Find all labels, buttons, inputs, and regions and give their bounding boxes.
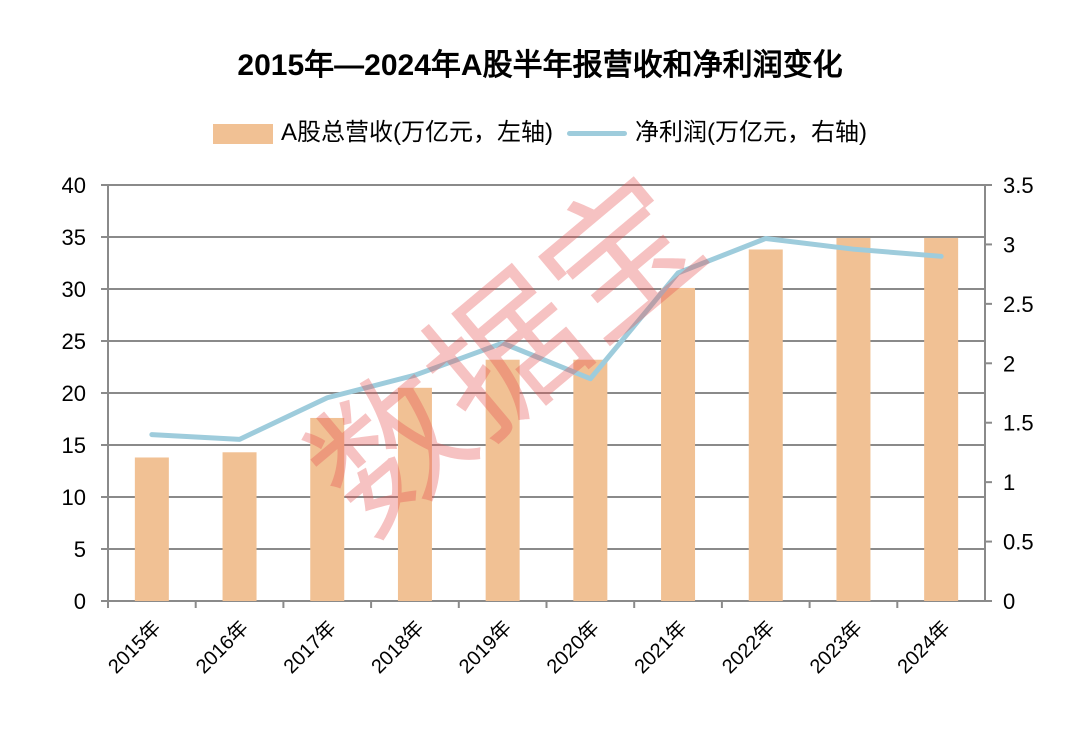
legend-item-profit: 净利润(万亿元，右轴) xyxy=(567,112,867,147)
left-tick-label: 25 xyxy=(62,329,86,354)
right-tick-label: 0 xyxy=(1003,589,1015,614)
bar-2023年 xyxy=(836,238,871,602)
right-tick-label: 1 xyxy=(1003,470,1015,495)
x-tick-label: 2021年 xyxy=(630,616,692,678)
left-tick-label: 5 xyxy=(74,537,86,562)
left-tick-label: 30 xyxy=(62,277,86,302)
bar-2020年 xyxy=(573,359,608,601)
x-tick-label: 2015年 xyxy=(104,616,166,678)
bar-2015年 xyxy=(134,457,169,601)
right-tick-label: 2.5 xyxy=(1003,292,1034,317)
bar-2019年 xyxy=(485,359,520,601)
left-tick-label: 0 xyxy=(74,589,86,614)
legend-label-revenue: A股总营收(万亿元，左轴) xyxy=(281,119,553,146)
legend-line-swatch xyxy=(567,131,627,137)
bar-2016年 xyxy=(222,452,257,601)
bar-2021年 xyxy=(661,287,696,601)
profit-line xyxy=(149,235,944,442)
right-tick-label: 3 xyxy=(1003,232,1015,257)
legend-label-profit: 净利润(万亿元，右轴) xyxy=(635,119,867,146)
x-tick-label: 2019年 xyxy=(454,616,516,678)
left-tick-label: 10 xyxy=(62,485,86,510)
x-tick-label: 2018年 xyxy=(367,616,429,678)
bar-2022年 xyxy=(748,249,783,602)
right-tick-label: 1.5 xyxy=(1003,411,1034,436)
x-tick-label: 2017年 xyxy=(279,616,341,678)
right-tick-label: 0.5 xyxy=(1003,530,1034,555)
bar-2017年 xyxy=(310,417,345,601)
left-tick-label: 40 xyxy=(62,173,86,198)
chart-title: 2015年—2024年A股半年报营收和净利润变化 xyxy=(237,49,843,82)
bar-2024年 xyxy=(924,238,959,602)
legend-bar-swatch xyxy=(213,123,273,144)
bar-2018年 xyxy=(397,387,432,601)
x-tick-label: 2022年 xyxy=(717,616,779,678)
right-tick-label: 3.5 xyxy=(1003,173,1034,198)
left-tick-label: 35 xyxy=(62,225,86,250)
left-tick-label: 15 xyxy=(62,433,86,458)
x-tick-label: 2016年 xyxy=(191,616,253,678)
left-tick-label: 20 xyxy=(62,381,86,406)
legend-item-revenue: A股总营收(万亿元，左轴) xyxy=(213,112,553,147)
x-tick-label: 2024年 xyxy=(893,616,955,678)
x-tick-label: 2023年 xyxy=(805,616,867,678)
legend: A股总营收(万亿元，左轴) 净利润(万亿元，右轴) xyxy=(0,112,1080,147)
right-tick-label: 2 xyxy=(1003,351,1015,376)
x-tick-label: 2020年 xyxy=(542,616,604,678)
